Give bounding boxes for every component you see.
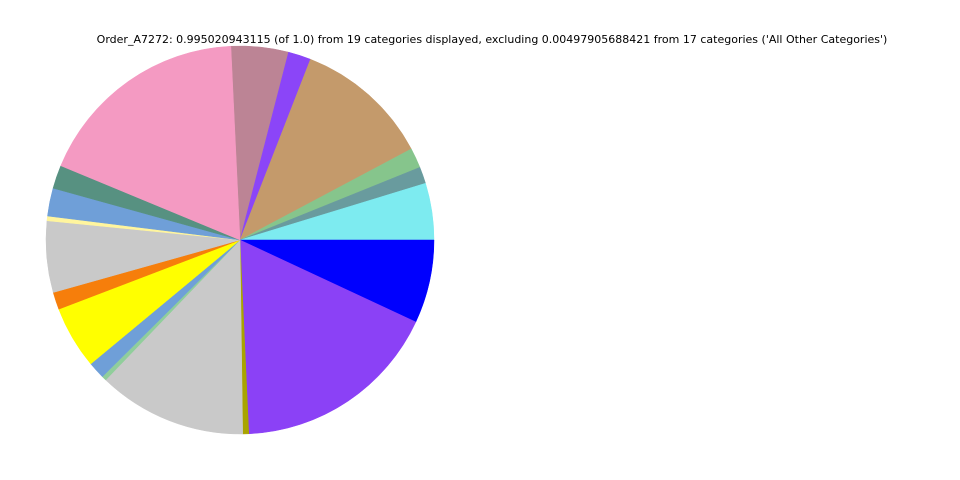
chart-title: Order_A7272: 0.995020943115 (of 1.0) fro… [96,33,888,46]
pie-slice-3 [239,58,412,241]
pie-slice-10 [105,239,243,435]
pie-slice-19 [60,45,241,241]
pie-slice-8 [239,239,417,435]
